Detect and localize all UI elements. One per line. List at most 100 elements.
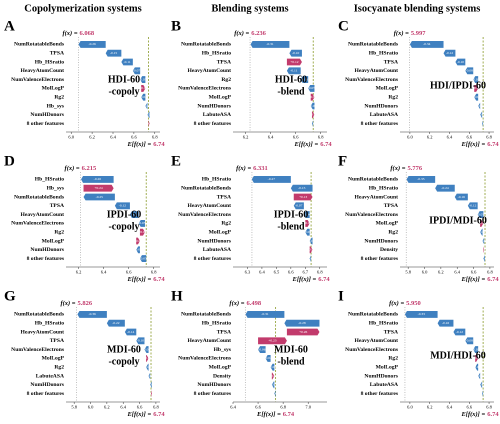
- fx-value: 5.776: [407, 165, 422, 172]
- feature-label: 8 other features: [194, 391, 232, 397]
- bar-value-label: -0.10: [292, 51, 300, 55]
- feature-label: Hb_HSratio: [369, 320, 398, 326]
- bar-value-label: -0.03: [134, 248, 142, 252]
- bar-value-label: -0.02: [477, 383, 485, 387]
- x-tick-label: 6.2: [76, 270, 82, 275]
- base-value: 6.74: [153, 411, 165, 418]
- feature-label: NumHDonors: [30, 112, 64, 118]
- shap-bar: [310, 93, 315, 101]
- x-tick-label: 6.8: [486, 405, 492, 410]
- feature-label: Hb_sys: [47, 103, 65, 109]
- bar-value-label: -0.02: [146, 374, 154, 378]
- bar-value-label: -0.24: [441, 186, 449, 190]
- panel-letter: E: [171, 153, 181, 169]
- shap-bar: [83, 184, 114, 192]
- bar-value-label: -0.28: [298, 321, 306, 325]
- feature-label: NumHDonors: [197, 238, 231, 244]
- x-tick-label: 6.6: [126, 270, 132, 275]
- x-tick-label: 6.6: [471, 270, 477, 275]
- x-tick-label: 6.2: [104, 405, 110, 410]
- feature-label: NumHDonors: [364, 103, 398, 109]
- bar-value-label: -0.05: [139, 256, 147, 260]
- bar-value-label: +0.26: [299, 330, 307, 334]
- bar-value-label: -0.03: [144, 365, 152, 369]
- shap-bar: [454, 193, 468, 201]
- feature-label: TPSA: [384, 329, 398, 335]
- fx-label: f(x) = 6.498: [229, 300, 261, 307]
- x-tick-label: 6.8: [487, 270, 493, 275]
- shap-bar: [482, 390, 484, 398]
- bar-value-label: -0.05: [139, 77, 147, 81]
- bar-value-label: -0.08: [466, 339, 474, 343]
- bar-value-label: -0.12: [446, 51, 454, 55]
- x-tick-label: 6.4: [268, 135, 274, 140]
- shap-bar: [305, 219, 310, 227]
- feature-label: MolLogP: [376, 364, 399, 370]
- x-tick-label: 7.0: [305, 405, 311, 410]
- panel-annotation: HDI/IPDI-60: [430, 80, 486, 91]
- fx-label-text: f(x) =: [229, 300, 244, 307]
- feature-label: HeavyAtomCount: [20, 329, 64, 335]
- bar-value-label: -0.31: [261, 312, 269, 316]
- base-label-text: E[f(x)] =: [256, 411, 281, 418]
- bar-value-label: -0.08: [466, 69, 474, 73]
- shap-bar: [474, 84, 479, 92]
- bar-value-label: -0.12: [469, 204, 477, 208]
- bar-value-label: -0.04: [140, 95, 148, 99]
- bar-value-label: -0.01: [309, 121, 317, 125]
- bar-value-label: -0.01: [271, 391, 279, 395]
- feature-label: 8 other features: [194, 256, 232, 262]
- bar-value-label: -0.10: [137, 339, 145, 343]
- feature-label: NumHDonors: [197, 382, 231, 388]
- bar-value-label: +0.01: [147, 391, 155, 395]
- shap-bar: [132, 67, 141, 75]
- panel-letter: D: [4, 153, 15, 169]
- bar-value-label: -0.03: [269, 365, 277, 369]
- bar-value-label: -0.03: [478, 230, 486, 234]
- shap-bar: [147, 111, 150, 119]
- shap-bar: [105, 49, 122, 57]
- x-tick-label: 6.4: [120, 405, 126, 410]
- x-tick-label: 6.8: [153, 405, 159, 410]
- panel-annotation: -copoly: [108, 221, 139, 232]
- x-tick-label: 6.0: [88, 405, 94, 410]
- fx-label: f(x) = 5.826: [60, 300, 92, 307]
- feature-label: Density: [213, 373, 231, 379]
- fx-label: f(x) = 5.950: [389, 300, 421, 307]
- bar-value-label: -0.01: [307, 256, 315, 260]
- bar-value-label: -0.05: [472, 347, 480, 351]
- feature-label: 8 other features: [194, 121, 232, 127]
- bar-value-label: -0.02: [147, 383, 155, 387]
- feature-label: MolLogP: [42, 86, 65, 92]
- base-label: E[f(x)] = 6.74: [256, 411, 295, 418]
- shap-bar: [271, 372, 275, 380]
- feature-label: NumValenceElectrons: [345, 212, 399, 218]
- base-label: E[f(x)] = 6.74: [460, 276, 499, 283]
- x-tick-label: 6.8: [318, 135, 324, 140]
- bar-value-label: -0.25: [96, 195, 104, 199]
- feature-label: LabuteASA: [370, 382, 398, 388]
- bar-value-label: -0.06: [258, 347, 266, 351]
- feature-label: Rg2: [388, 229, 398, 235]
- shap-bar: [136, 246, 140, 254]
- bar-value-label: +0.03: [134, 239, 142, 243]
- feature-label: 8 other features: [361, 121, 399, 127]
- feature-label: LabuteASA: [203, 112, 231, 118]
- bar-value-label: -0.05: [143, 347, 151, 351]
- shap-bar: [245, 310, 285, 318]
- feature-label: 8 other features: [361, 391, 399, 397]
- feature-label: HeavyAtomCount: [20, 68, 64, 74]
- shap-bar: [473, 76, 479, 84]
- shap-bar: [83, 193, 115, 201]
- feature-label: LabuteASA: [36, 373, 64, 379]
- base-value: 6.74: [318, 276, 330, 283]
- fx-label: f(x) = 6.331: [236, 165, 268, 172]
- shap-bar: [78, 40, 106, 48]
- shap-bar: [81, 175, 114, 183]
- shap-bar: [311, 111, 315, 119]
- feature-label: Hb_HSratio: [369, 185, 398, 191]
- bar-value-label: +0.24: [95, 186, 103, 190]
- base-label-text: E[f(x)] =: [126, 141, 151, 148]
- x-tick-label: 6.2: [427, 405, 433, 410]
- bar-value-label: -0.02: [269, 383, 277, 387]
